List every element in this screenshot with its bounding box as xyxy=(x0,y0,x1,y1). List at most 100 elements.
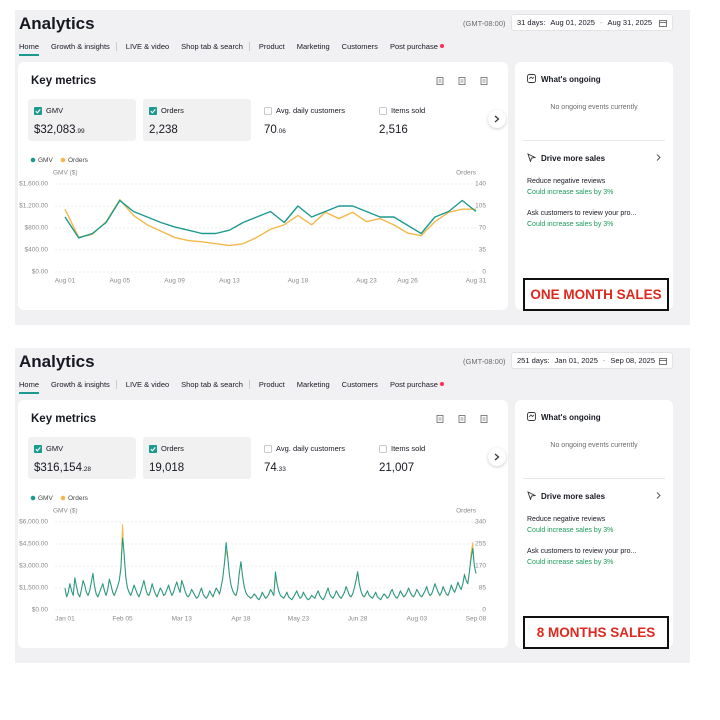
y2-tick-label: 0 xyxy=(482,269,486,276)
y-tick-label: $0.00 xyxy=(32,607,49,614)
timezone: (GMT-08:00) xyxy=(463,19,506,28)
metric-label: GMV xyxy=(46,444,64,453)
metric-value-row: 2,238 xyxy=(149,120,178,138)
metric-checkbox[interactable] xyxy=(149,107,157,115)
metric-checkbox[interactable] xyxy=(149,445,157,453)
suggestion-note: Could increase sales by 3% xyxy=(527,559,614,566)
nav-tab[interactable]: Post purchase xyxy=(389,42,438,51)
metric-value: 70 xyxy=(264,124,277,136)
metric-tile[interactable]: Items sold 21,007 xyxy=(373,437,481,479)
date-start: Jan 01, 2025 xyxy=(554,356,598,365)
nav-tab[interactable]: Product xyxy=(258,42,285,51)
metric-tile[interactable]: Avg. daily customers 70.06 xyxy=(258,99,366,141)
y2-tick-label: 85 xyxy=(479,585,487,592)
date-picker[interactable]: 251 days: Jan 01, 2025- Sep 08, 2025 xyxy=(511,352,673,369)
dashboard-panel: Analytics (GMT-08:00) 31 days: Aug 01, 2025… xyxy=(15,10,690,325)
x-tick-label: Aug 18 xyxy=(288,278,309,285)
next-metrics-button[interactable] xyxy=(488,110,506,128)
metric-tile[interactable]: GMV $316,154.28 xyxy=(28,437,136,479)
ongoing-title: What's ongoing xyxy=(541,413,601,422)
drive-chevron[interactable] xyxy=(656,492,661,499)
report-icon[interactable] xyxy=(480,77,488,85)
metric-label: Items sold xyxy=(391,106,426,115)
x-tick-label: Jan 01 xyxy=(55,616,75,623)
x-tick-label: Apr 18 xyxy=(231,616,251,623)
edit-icon[interactable] xyxy=(436,77,444,85)
metric-tile[interactable]: Orders 2,238 xyxy=(143,99,251,141)
metric-label: Orders xyxy=(161,106,184,115)
y-tick-label: $1,600.00 xyxy=(19,181,48,188)
metric-checkbox[interactable] xyxy=(264,445,272,453)
date-end: Aug 31, 2025 xyxy=(607,18,653,27)
metric-label: Avg. daily customers xyxy=(276,106,346,115)
metric-checkbox[interactable] xyxy=(264,107,272,115)
metric-tile[interactable]: Orders 19,018 xyxy=(143,437,251,479)
tab-separator xyxy=(115,380,117,389)
metric-tile[interactable]: Items sold 2,516 xyxy=(373,99,481,141)
metric-value: 74 xyxy=(264,462,277,474)
report-icon[interactable] xyxy=(480,415,488,423)
series-line xyxy=(64,199,477,239)
metric-value-row: 70.06 xyxy=(264,120,286,138)
nav-tab[interactable]: Growth & insights xyxy=(51,42,110,51)
chart: GMV Orders GMV ($) Orders $0.00 $400.00 $800.0… xyxy=(19,157,487,285)
date-range-label: 31 days: xyxy=(517,18,546,27)
metric-decimals: .28 xyxy=(81,466,92,473)
y2-tick-label: 105 xyxy=(475,203,486,210)
nav-tab[interactable]: Marketing xyxy=(296,42,330,51)
nav-tab[interactable]: Post purchase xyxy=(389,380,438,389)
nav-tab[interactable]: Home xyxy=(19,380,40,389)
y-tick-label: $1,500.00 xyxy=(19,585,48,592)
x-tick-label: Aug 23 xyxy=(356,278,377,285)
nav-tab[interactable]: LIVE & video xyxy=(125,380,170,389)
y-tick-label: $400.00 xyxy=(25,247,49,254)
active-tab-underline xyxy=(19,392,40,394)
edit-icon[interactable] xyxy=(436,415,444,423)
legend-marker xyxy=(60,495,66,501)
suggestion-title[interactable]: Ask customers to review your pro... xyxy=(527,210,637,217)
card-title: Key metrics xyxy=(31,413,97,425)
metric-checkbox[interactable] xyxy=(34,107,42,115)
nav-tab[interactable]: Home xyxy=(19,42,40,51)
series-line xyxy=(64,199,476,247)
metric-value-row: 21,007 xyxy=(379,458,414,476)
metric-tile[interactable]: GMV $32,083.99 xyxy=(28,99,136,141)
suggestion-title[interactable]: Reduce negative reviews xyxy=(527,178,606,185)
metric-value-row: 19,018 xyxy=(149,458,184,476)
metric-decimals: .99 xyxy=(75,128,85,135)
x-tick-label: Aug 05 xyxy=(109,278,130,285)
date-picker[interactable]: 31 days: Aug 01, 2025- Aug 31, 2025 xyxy=(511,14,673,31)
suggestion-title[interactable]: Reduce negative reviews xyxy=(527,516,606,523)
metric-value: $316,154 xyxy=(34,462,82,474)
x-tick-label: Aug 03 xyxy=(407,616,428,623)
metric-checkbox[interactable] xyxy=(379,107,387,115)
notification-dot xyxy=(439,44,444,48)
metric-checkbox[interactable] xyxy=(34,445,42,453)
drive-title[interactable]: Drive more sales xyxy=(541,154,606,163)
nav-tab[interactable]: Customers xyxy=(341,380,378,389)
metric-decimals: .06 xyxy=(276,128,286,135)
nav-tab[interactable]: Marketing xyxy=(296,380,330,389)
download-icon[interactable] xyxy=(458,77,466,85)
nav-tab[interactable]: Customers xyxy=(341,42,378,51)
x-tick-label: Aug 31 xyxy=(466,278,487,285)
metric-label: Avg. daily customers xyxy=(276,444,346,453)
download-icon[interactable] xyxy=(458,415,466,423)
nav-tab[interactable]: Growth & insights xyxy=(51,380,110,389)
metric-checkbox[interactable] xyxy=(379,445,387,453)
nav-tab[interactable]: LIVE & video xyxy=(125,42,170,51)
drive-chevron[interactable] xyxy=(656,154,661,161)
page-title: Analytics xyxy=(19,14,95,33)
side-divider xyxy=(523,140,665,141)
metric-value-row: $316,154.28 xyxy=(34,458,91,476)
metric-tile[interactable]: Avg. daily customers 74.33 xyxy=(258,437,366,479)
nav-tab[interactable]: Shop tab & search xyxy=(181,42,243,51)
nav-tab[interactable]: Product xyxy=(258,380,285,389)
y2-tick-label: 255 xyxy=(475,541,486,548)
suggestion-title[interactable]: Ask customers to review your pro... xyxy=(527,548,637,555)
y2-axis-label: Orders xyxy=(456,170,477,177)
next-metrics-button[interactable] xyxy=(488,448,506,466)
drive-title[interactable]: Drive more sales xyxy=(541,492,606,501)
nav-tab[interactable]: Shop tab & search xyxy=(181,380,243,389)
